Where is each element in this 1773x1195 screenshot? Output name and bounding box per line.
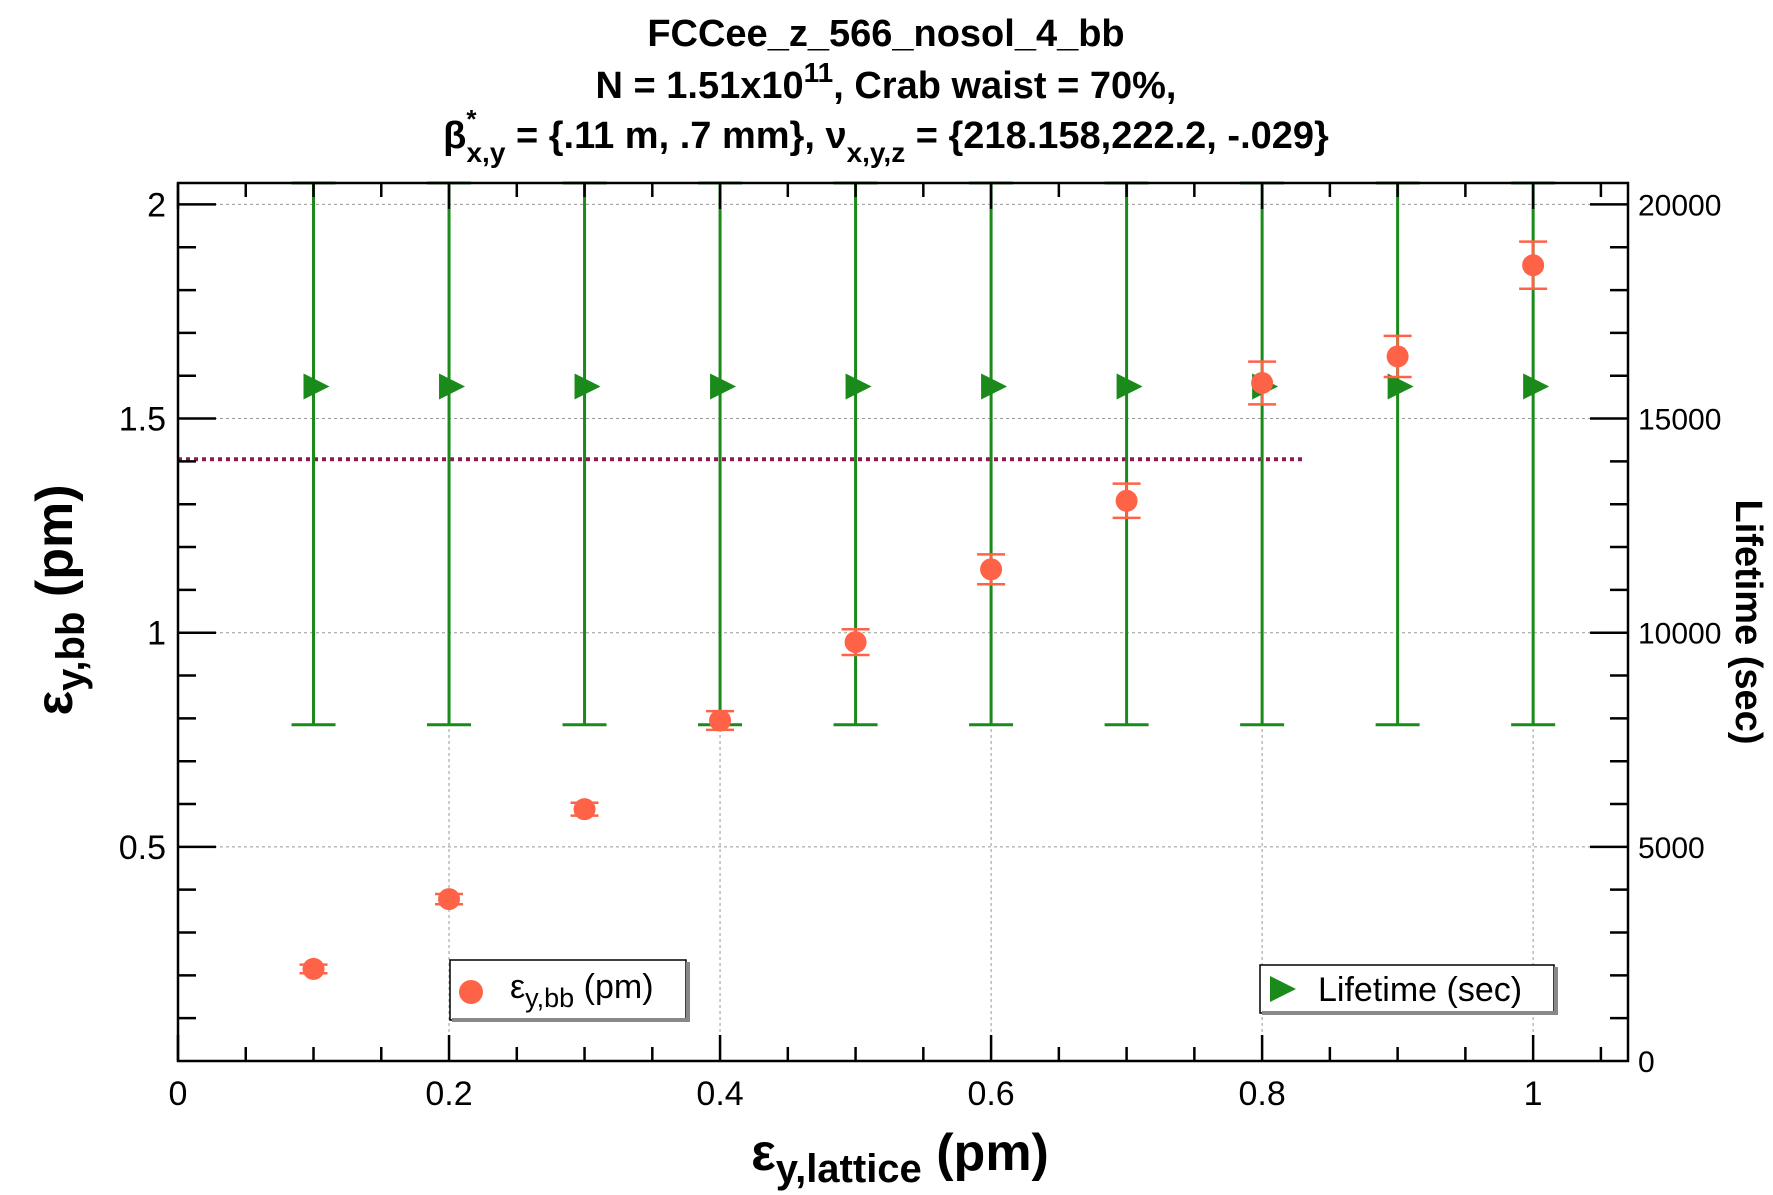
legend-emittance-marker bbox=[459, 980, 483, 1004]
chart-title-line-2: N = 1.51x1011, Crab waist = 70%, bbox=[596, 57, 1177, 107]
emittance-point-6 bbox=[1115, 489, 1138, 512]
chart-title-line-1: FCCee_z_566_nosol_4_bb bbox=[647, 13, 1124, 55]
lifetime-point-4 bbox=[845, 373, 872, 400]
emittance-point-4 bbox=[844, 631, 867, 654]
emittance-point-9 bbox=[1522, 254, 1545, 277]
emittance-point-1 bbox=[438, 888, 461, 911]
legend-lifetime-label: Lifetime (sec) bbox=[1318, 971, 1522, 1009]
emittance-point-2 bbox=[573, 798, 596, 821]
legend-lifetime-marker bbox=[1270, 976, 1296, 1002]
legend-lifetime: Lifetime (sec) bbox=[1259, 964, 1558, 1015]
lifetime-point-9 bbox=[1523, 373, 1550, 400]
lifetime-point-1 bbox=[439, 373, 466, 400]
emittance-point-7 bbox=[1251, 372, 1274, 395]
axes-ticks: 0 0.2 0.4 0.6 0.8 1 0.5 1 1.5 2 0 5000 10000 15000 200… bbox=[119, 183, 1721, 1113]
y2-tick-label-4: 20000 bbox=[1638, 189, 1721, 222]
chart-title-line-3: β* x,y = {.11 m, .7 mm}, νx,y,z = {218.15… bbox=[443, 104, 1329, 168]
lifetime-series bbox=[291, 181, 1556, 727]
lifetime-point-2 bbox=[574, 373, 601, 400]
emittance-point-8 bbox=[1386, 345, 1409, 368]
lifetime-point-0 bbox=[303, 373, 330, 400]
lifetime-point-5 bbox=[981, 373, 1008, 400]
x-tick-label-0: 0 bbox=[169, 1075, 188, 1113]
y2-tick-label-3: 15000 bbox=[1638, 404, 1721, 437]
x-axis-label: εy,lattice (pm) bbox=[751, 1124, 1049, 1191]
x-tick-label-3: 0.6 bbox=[967, 1075, 1014, 1113]
y2-axis-label: Lifetime (sec) bbox=[1727, 500, 1769, 745]
plot-frame bbox=[176, 181, 1630, 1063]
y-tick-label-3: 2 bbox=[147, 186, 166, 224]
y-tick-label-0: 0.5 bbox=[119, 829, 166, 867]
emittance-series bbox=[299, 240, 1548, 980]
emittance-point-3 bbox=[709, 709, 732, 732]
y2-tick-label-2: 10000 bbox=[1638, 618, 1721, 651]
emittance-point-5 bbox=[980, 558, 1003, 581]
lifetime-point-8 bbox=[1387, 373, 1414, 400]
x-tick-label-5: 1 bbox=[1524, 1075, 1543, 1113]
lifetime-point-6 bbox=[1116, 373, 1143, 400]
y-tick-label-2: 1.5 bbox=[119, 401, 166, 439]
y-tick-label-1: 1 bbox=[147, 615, 166, 653]
legend-emittance-label: εy,bb (pm) bbox=[510, 968, 654, 1013]
lifetime-point-3 bbox=[710, 373, 737, 400]
x-tick-label-1: 0.2 bbox=[425, 1075, 472, 1113]
x-tick-label-4: 0.8 bbox=[1238, 1075, 1285, 1113]
x-tick-label-2: 0.4 bbox=[696, 1075, 743, 1113]
legend-emittance: εy,bb (pm) bbox=[449, 959, 690, 1022]
y2-tick-label-0: 0 bbox=[1638, 1046, 1655, 1079]
emittance-point-0 bbox=[302, 957, 325, 980]
y-axis-label: εy,bb (pm) bbox=[26, 484, 93, 715]
y2-tick-label-1: 5000 bbox=[1638, 832, 1705, 865]
